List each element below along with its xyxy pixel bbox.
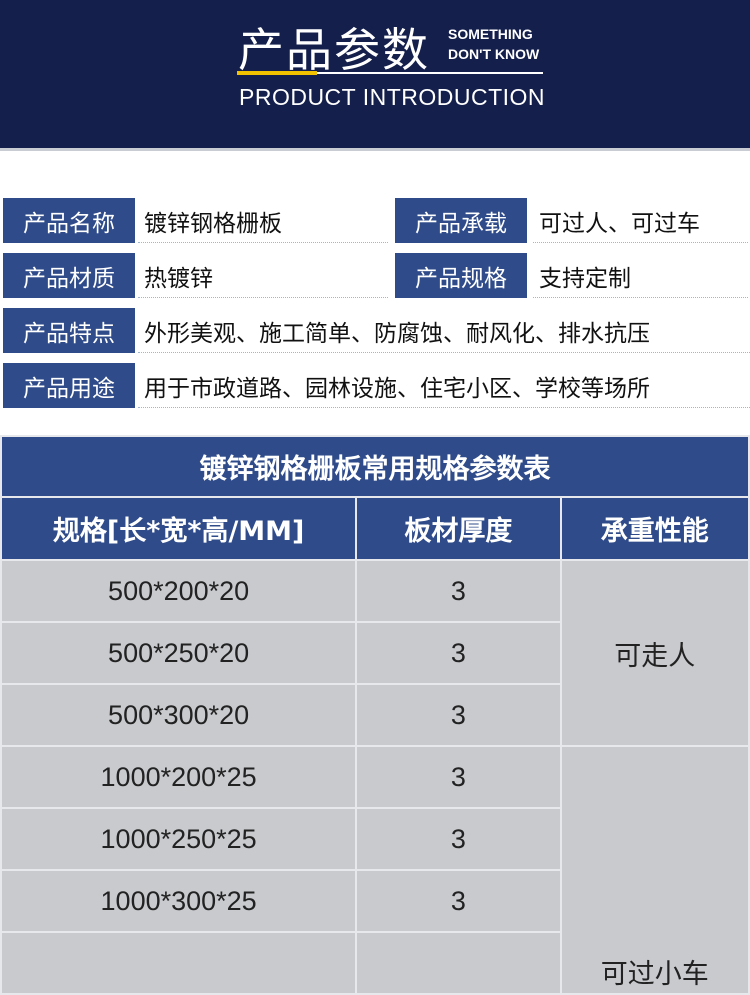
- accent-bar: [237, 71, 317, 75]
- thickness-cell: 3: [355, 745, 562, 809]
- english-title: PRODUCT INTRODUCTION: [239, 84, 546, 110]
- thickness-cell: 3: [355, 683, 562, 747]
- column-header: 规格[长*宽*高/MM]: [0, 496, 358, 561]
- table-row: 500*250*20 3: [0, 621, 749, 685]
- header-banner: 产品参数 SOMETHING DON'T KNOW PRODUCT INTROD…: [0, 0, 750, 148]
- info-value: 热镀锌: [138, 253, 388, 298]
- spec-cell: 500*200*20: [0, 559, 358, 623]
- thickness-cell: [355, 931, 562, 995]
- table-row: 500*200*20 3 可走人: [0, 559, 750, 747]
- spec-cell: 500*250*20: [0, 621, 358, 685]
- thickness-cell: 3: [355, 869, 562, 933]
- info-label: 产品特点: [3, 308, 135, 353]
- thickness-cell: 3: [355, 807, 562, 871]
- spec-cell: 500*300*20: [0, 683, 358, 747]
- info-label: 产品规格: [395, 253, 527, 298]
- subtitle-line-2: DON'T KNOW: [448, 46, 540, 62]
- info-label: 产品用途: [3, 363, 135, 408]
- spec-table: 镀锌钢格栅板常用规格参数表 规格[长*宽*高/MM] 板材厚度 承重性能 500…: [0, 435, 750, 995]
- spec-cell: 1000*300*25: [0, 869, 358, 933]
- column-header: 板材厚度: [355, 496, 562, 561]
- table-row: 1000*250*25 3: [0, 807, 749, 871]
- spec-cell: [0, 931, 358, 995]
- load-cell: 可走人: [559, 559, 750, 747]
- info-value: 用于市政道路、园林设施、住宅小区、学校等场所: [138, 363, 750, 408]
- header-strip: [0, 148, 750, 151]
- info-label: 产品承载: [395, 198, 527, 243]
- info-value: 外形美观、施工简单、防腐蚀、耐风化、排水抗压: [138, 308, 750, 353]
- table-row: 1000*300*25 3: [0, 869, 749, 933]
- table-row: 500*300*20 3: [0, 683, 749, 747]
- info-value: 可过人、可过车: [533, 198, 748, 243]
- info-label: 产品材质: [3, 253, 135, 298]
- table-row: 1000*200*25 3 可过小车: [0, 745, 750, 995]
- info-label: 产品名称: [3, 198, 135, 243]
- info-value: 支持定制: [533, 253, 748, 298]
- thickness-cell: 3: [355, 559, 562, 623]
- info-value: 镀锌钢格栅板: [138, 198, 388, 243]
- load-cell: 可过小车: [559, 745, 750, 995]
- spec-cell: 1000*250*25: [0, 807, 358, 871]
- subtitle-line-1: SOMETHING: [448, 26, 533, 42]
- thickness-cell: 3: [355, 621, 562, 685]
- page-title: 产品参数: [238, 23, 430, 77]
- divider: [237, 72, 543, 74]
- spec-cell: 1000*200*25: [0, 745, 358, 809]
- table-title: 镀锌钢格栅板常用规格参数表: [0, 435, 750, 498]
- column-header: 承重性能: [559, 496, 750, 561]
